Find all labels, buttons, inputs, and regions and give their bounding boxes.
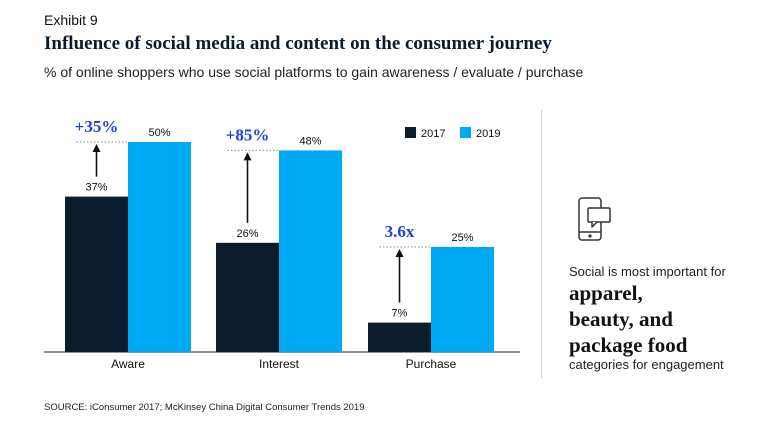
legend-label-2019: 2019 <box>476 128 500 140</box>
data-label-2017-purchase: 7% <box>392 308 408 320</box>
exhibit-label: Exhibit 9 <box>44 12 98 28</box>
chart-title: Influence of social media and content on… <box>44 33 552 54</box>
bar-2017-interest <box>216 242 279 352</box>
side-highlight-3: package food <box>569 333 688 357</box>
growth-annotation-aware: +35% <box>75 117 119 136</box>
x-tick-label-purchase: Purchase <box>406 357 457 371</box>
side-highlight-1: apparel, <box>569 281 643 305</box>
side-panel: Social is most important for apparel, be… <box>569 264 769 372</box>
side-lead-text: Social is most important for <box>569 264 726 279</box>
bar-2017-purchase <box>368 322 431 352</box>
data-label-2019-aware: 50% <box>148 127 170 139</box>
phone-chat-icon <box>578 197 611 241</box>
data-label-2019-interest: 48% <box>299 135 321 147</box>
bar-2019-purchase <box>431 247 494 352</box>
growth-arrowhead-purchase <box>395 249 404 257</box>
legend-label-2017: 2017 <box>421 128 445 140</box>
bar-2019-aware <box>128 142 191 352</box>
bar-2017-aware <box>65 196 128 352</box>
source-note: SOURCE: iConsumer 2017; McKinsey China D… <box>44 402 365 413</box>
side-highlight-2: beauty, and <box>569 307 673 331</box>
growth-annotation-purchase: 3.6x <box>385 222 415 241</box>
data-label-2017-interest: 26% <box>236 228 258 240</box>
legend-swatch-2017 <box>405 127 416 138</box>
growth-annotation-interest: +85% <box>226 125 270 144</box>
data-label-2019-purchase: 25% <box>451 232 473 244</box>
x-tick-label-interest: Interest <box>259 357 300 371</box>
chart-subtitle: % of online shoppers who use social plat… <box>44 64 584 80</box>
growth-arrowhead-interest <box>243 152 252 161</box>
bar-2019-interest <box>279 150 342 352</box>
side-tail-text: categories for engagement <box>569 357 724 372</box>
x-tick-label-aware: Aware <box>111 357 145 371</box>
data-label-2017-aware: 37% <box>85 182 107 194</box>
legend-swatch-2019 <box>460 127 471 138</box>
growth-arrowhead-aware <box>92 144 101 152</box>
divider <box>541 110 542 378</box>
